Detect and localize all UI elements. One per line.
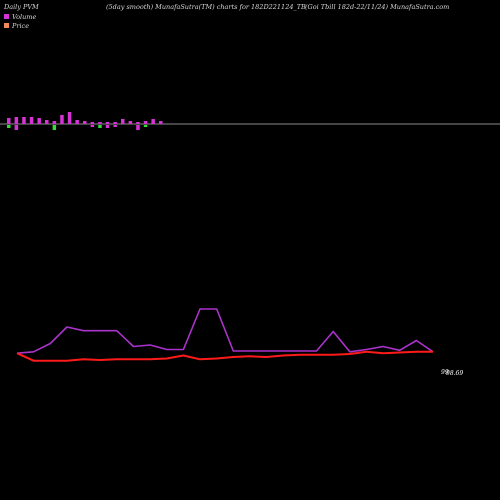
volume-bar-up: [159, 121, 163, 124]
legend-item-price: Price: [4, 21, 36, 30]
volume-bar-down: [98, 125, 102, 128]
volume-bar-down: [52, 125, 57, 130]
volume-bar-up: [105, 122, 110, 124]
end-label-0: 99: [441, 369, 449, 376]
legend: Volume Price: [4, 12, 36, 30]
volume-bar-up: [60, 115, 64, 124]
volume-bar-up: [37, 118, 41, 124]
chart-type-label: Daily PVM: [4, 3, 39, 11]
volume-bar-up: [128, 121, 133, 124]
instrument-label: (Goi Tbill 182d-22/11/24) MunafaSutra.co…: [305, 3, 450, 11]
volume-bar-down: [143, 125, 148, 127]
volume-bar-up: [83, 121, 87, 124]
volume-bars: [7, 112, 163, 130]
price-swatch: [4, 23, 9, 28]
volume-swatch: [4, 14, 9, 19]
legend-label-price: Price: [12, 21, 30, 30]
volume-bar-down: [90, 125, 95, 127]
volume-bar-down: [14, 125, 19, 130]
volume-bar-down: [105, 125, 110, 128]
volume-bar-up: [7, 118, 11, 124]
volume-bar-up: [143, 121, 148, 124]
volume-bar-up: [75, 120, 79, 124]
volume-bar-up: [45, 120, 49, 124]
volume-bar-up: [136, 122, 140, 124]
volume-bar-up: [22, 117, 26, 124]
volume-bar-up: [67, 112, 72, 124]
price-line-0: [16, 308, 434, 354]
volume-bar-up: [14, 117, 19, 124]
volume-bar-up: [113, 122, 117, 124]
chart-title: (5day smooth) MunafaSutra(TM) charts for…: [106, 3, 306, 11]
legend-label-volume: Volume: [12, 12, 37, 21]
volume-bar-down: [7, 125, 11, 128]
volume-bar-up: [90, 122, 95, 124]
volume-bar-down: [113, 125, 117, 127]
price-lines: [16, 308, 434, 362]
volume-bar-up: [29, 117, 34, 124]
volume-bar-up: [98, 122, 102, 124]
volume-bar-up: [52, 121, 57, 124]
legend-item-volume: Volume: [4, 12, 36, 21]
volume-bar-up: [151, 119, 155, 124]
price-line-1: [16, 350, 433, 362]
end-label-1: 98.69: [446, 370, 463, 377]
volume-bar-down: [136, 125, 140, 130]
volume-bar-up: [121, 119, 125, 124]
